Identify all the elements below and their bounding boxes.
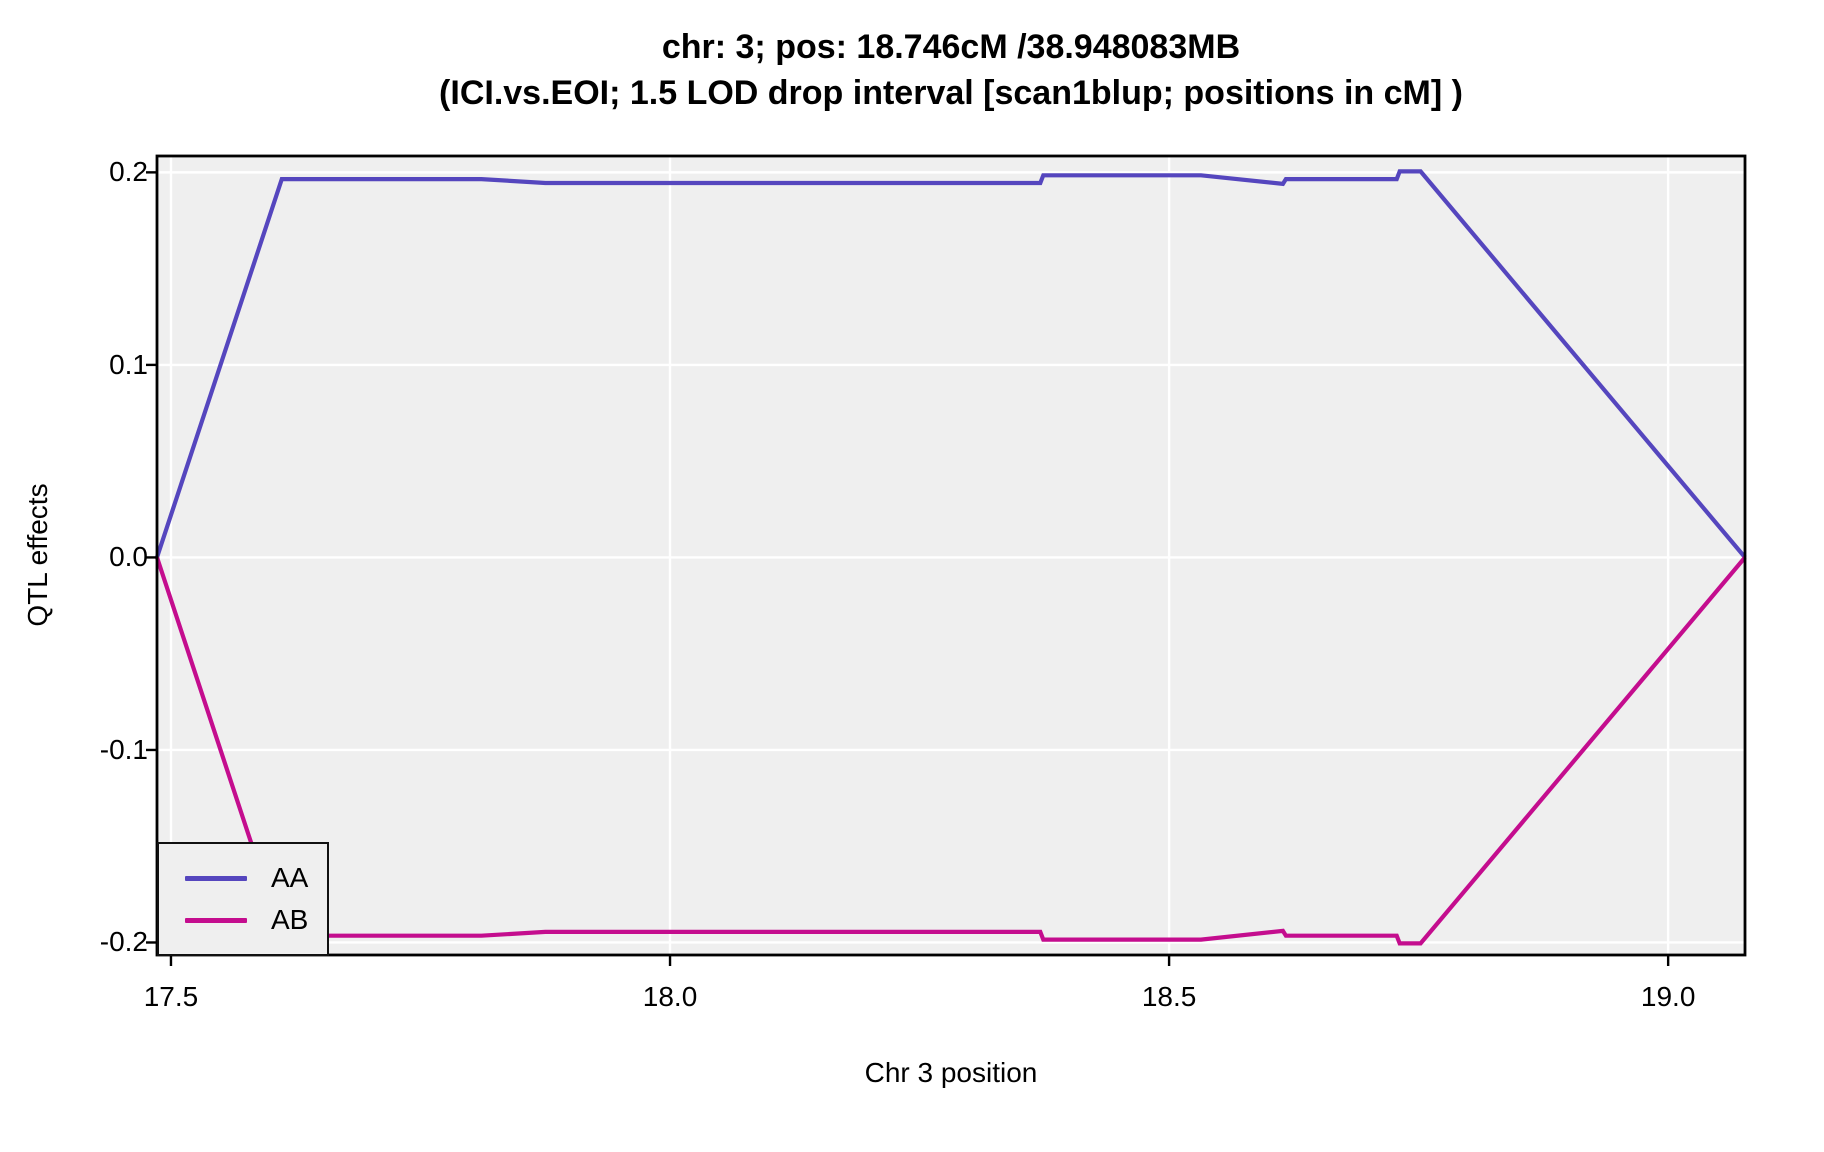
legend-box: AA AB — [157, 842, 329, 956]
legend-label-ab: AB — [271, 904, 309, 935]
legend-swatch-aa-line — [185, 875, 247, 881]
x-tick-label: 19.0 — [1640, 981, 1696, 1012]
x-tick-label: 17.5 — [143, 981, 199, 1012]
chart-title: chr: 3; pos: 18.746cM /38.948083MB (ICI.… — [157, 24, 1745, 116]
legend-label-aa: AA — [271, 862, 309, 893]
panel-background — [157, 156, 1745, 955]
x-axis-title: Chr 3 position — [864, 1057, 1038, 1088]
series-line-aa — [155, 169, 1747, 559]
chart-title-line-2: (ICI.vs.EOI; 1.5 LOD drop interval [scan… — [439, 74, 1463, 112]
panel-border — [155, 154, 1747, 957]
y-tick-label: -0.2 — [99, 926, 148, 958]
y-tick-label: 0.0 — [109, 541, 148, 573]
y-tick-label: 0.2 — [109, 156, 148, 188]
series-line-ab — [155, 556, 1747, 946]
x-tick-label: 18.0 — [642, 981, 698, 1012]
legend-row-ab: AB — [185, 903, 327, 937]
chart-title-line-1: chr: 3; pos: 18.746cM /38.948083MB — [661, 28, 1241, 66]
legend-swatch-ab-line — [185, 917, 247, 923]
x-tick-label: 18.5 — [1141, 981, 1197, 1012]
y-tick-label: 0.1 — [109, 348, 148, 380]
y-tick-label: -0.1 — [99, 733, 148, 765]
legend-row-aa: AA — [185, 861, 327, 895]
